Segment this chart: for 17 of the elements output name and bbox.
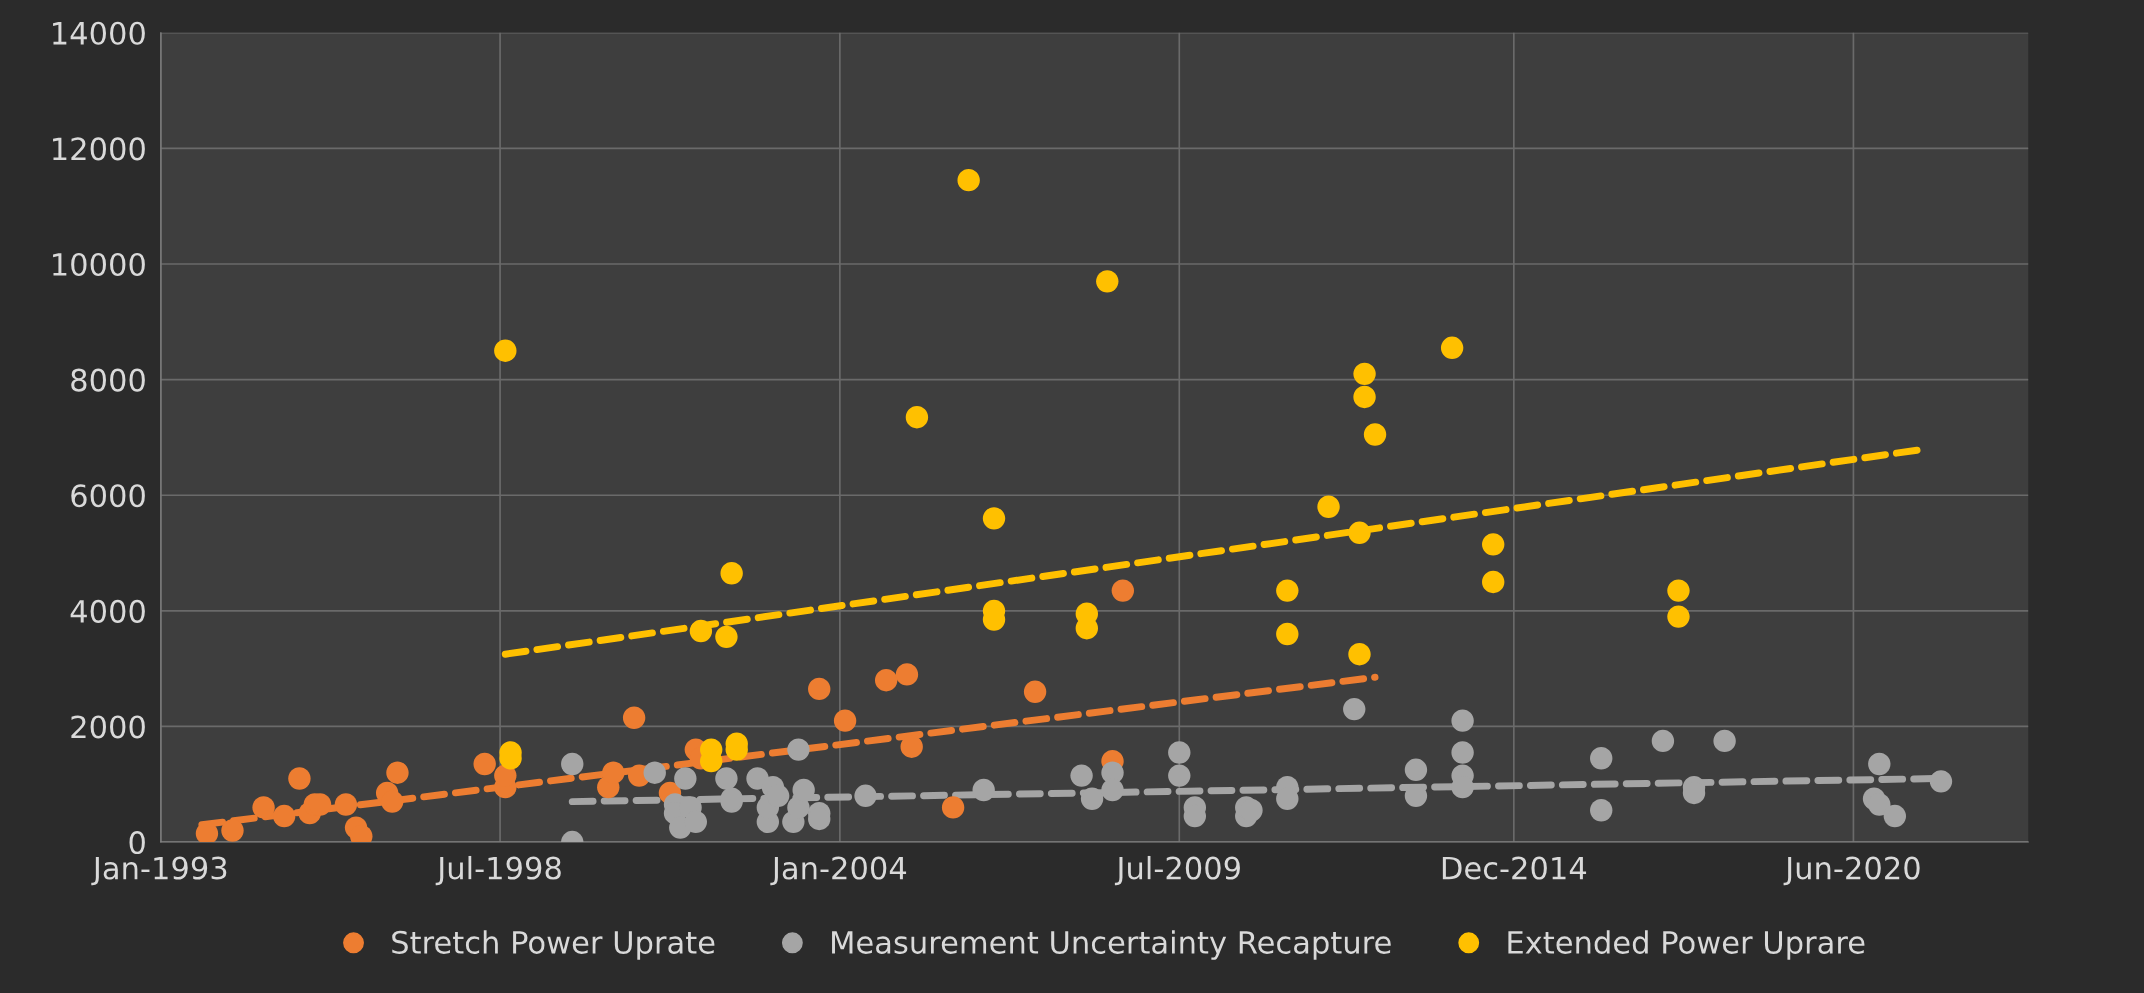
legend-label: Stretch Power Uprate [392, 930, 715, 960]
y-tick-label: 6000 [71, 484, 145, 508]
legend-label: Extended Power Uprare [1508, 930, 1865, 960]
y-tick-label: 8000 [71, 368, 145, 392]
legend-label: Measurement Uncertainty Recapture [832, 930, 1391, 960]
y-tick-label: 12000 [53, 137, 145, 161]
x-tick-label: Dec-2014 [1442, 856, 1587, 880]
y-tick-label: 4000 [70, 599, 145, 623]
y-tick-label: 14000 [53, 21, 145, 45]
y-tick-label: 2000 [71, 715, 145, 739]
x-tick-label: Jul-1998 [435, 855, 561, 886]
x-tick-label: Jun-2020 [1783, 856, 1920, 886]
y-tick-label: 10000 [53, 252, 145, 277]
x-tick-label: Jan-2004 [770, 856, 907, 886]
x-tick-label: Jan-1993 [91, 856, 227, 886]
x-tick-label: Jul-2009 [1114, 855, 1240, 886]
y-tick-label: 0 [129, 830, 145, 855]
